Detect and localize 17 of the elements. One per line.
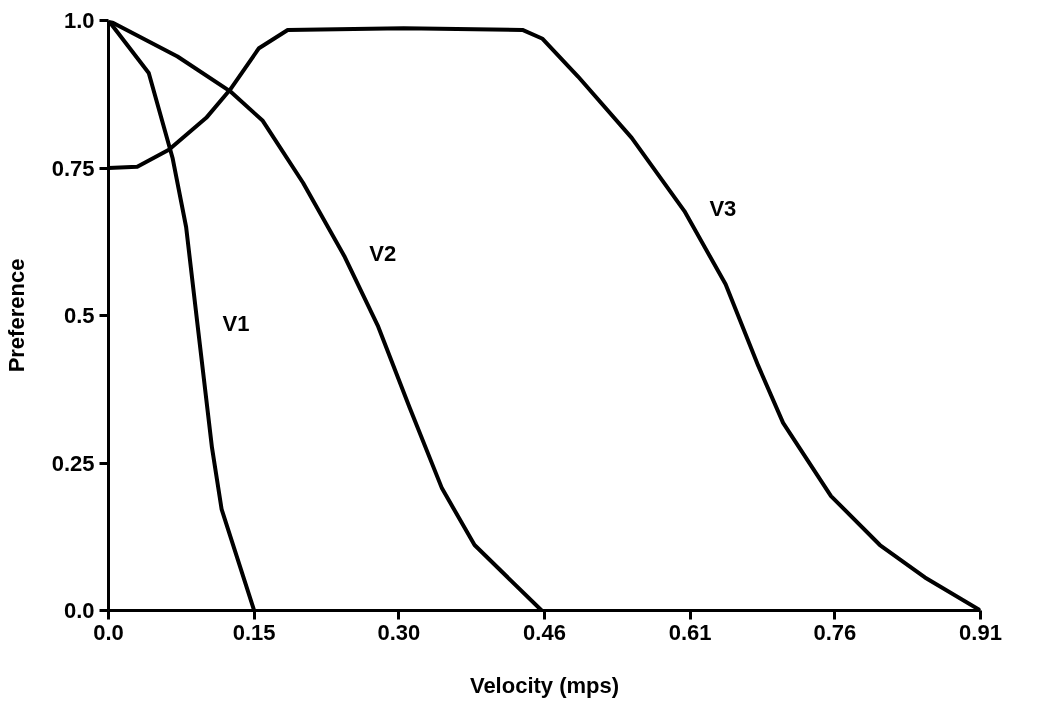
series-label: V3 bbox=[709, 196, 737, 222]
x-tick-label: 0.61 bbox=[668, 619, 712, 645]
series-label: V1 bbox=[222, 310, 250, 336]
y-tick-label: 0.75 bbox=[51, 155, 95, 181]
series-label: V2 bbox=[369, 240, 397, 266]
x-tick-label: 0.76 bbox=[813, 619, 857, 645]
x-tick-label: 0.30 bbox=[377, 619, 421, 645]
x-tick-label: 0.91 bbox=[959, 619, 1002, 645]
y-axis-title: Preference bbox=[3, 258, 29, 373]
x-tick-label: 0.0 bbox=[93, 619, 124, 645]
x-tick-label: 0.46 bbox=[523, 619, 566, 645]
x-tick-label: 0.15 bbox=[232, 619, 276, 645]
y-tick-label: 0.0 bbox=[63, 598, 95, 623]
x-axis-title: Velocity (mps) bbox=[469, 672, 620, 698]
y-tick-label: 0.25 bbox=[51, 450, 95, 476]
y-tick-label: 0.5 bbox=[63, 303, 95, 328]
y-tick-label: 1.0 bbox=[63, 8, 95, 33]
